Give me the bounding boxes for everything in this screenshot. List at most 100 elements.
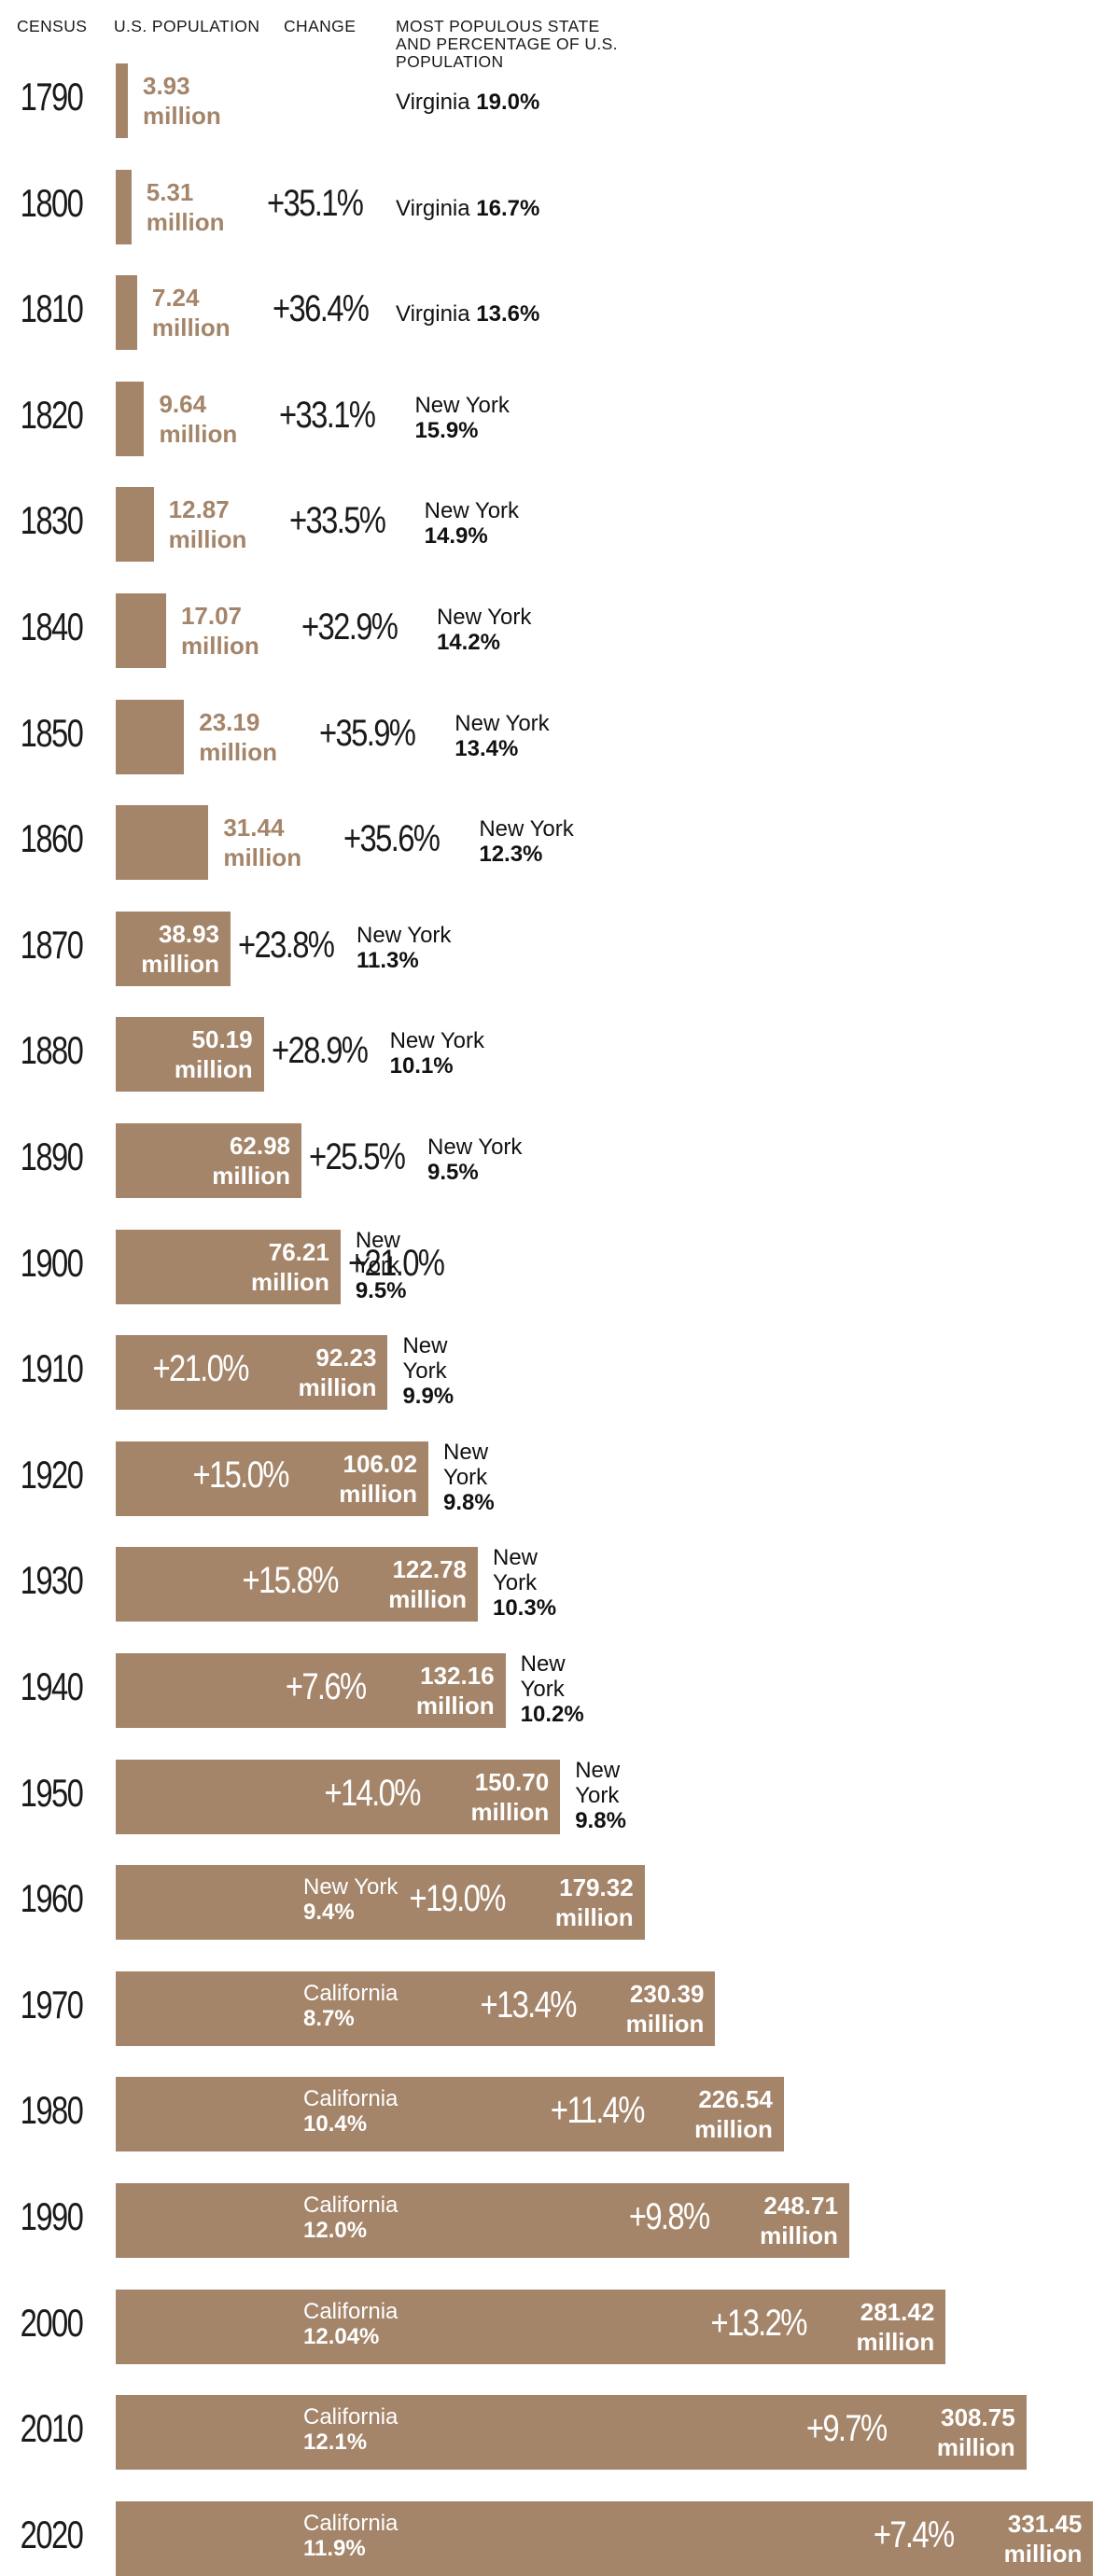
population-value: 38.93 million bbox=[141, 919, 220, 978]
population-bar bbox=[116, 699, 185, 774]
change-label: +7.4% bbox=[873, 2513, 955, 2555]
change-label: +19.0% bbox=[409, 1878, 506, 1920]
state-label: California 12.0% bbox=[303, 2193, 399, 2243]
year-label: 1840 bbox=[20, 605, 84, 648]
population-value: 226.54 million bbox=[694, 2085, 773, 2144]
year-label: 1930 bbox=[20, 1558, 84, 1603]
state-label: New York 10.1% bbox=[389, 1028, 484, 1079]
population-bar bbox=[116, 2077, 784, 2152]
change-label: +14.0% bbox=[324, 1772, 422, 1814]
population-bar bbox=[116, 1017, 264, 1093]
population-value: 179.32 million bbox=[554, 1873, 634, 1932]
population-bar bbox=[116, 1547, 478, 1622]
year-label: 1850 bbox=[20, 710, 84, 755]
state-label: New York 12.3% bbox=[479, 816, 574, 868]
population-value: 62.98 million bbox=[212, 1132, 291, 1190]
change-label: +13.4% bbox=[480, 1984, 577, 2026]
year-label: 1920 bbox=[20, 1452, 84, 1497]
year-label: 1860 bbox=[20, 816, 84, 861]
population-bar bbox=[116, 487, 154, 563]
change-label: +23.8% bbox=[238, 924, 335, 966]
change-label: +35.6% bbox=[343, 818, 441, 860]
population-value: 248.71 million bbox=[760, 2192, 838, 2249]
population-value: 150.70 million bbox=[470, 1767, 550, 1826]
year-label: 1880 bbox=[20, 1028, 84, 1073]
year-label: 1970 bbox=[20, 1982, 84, 2026]
state-label: New York 15.9% bbox=[414, 392, 510, 443]
year-label: 1940 bbox=[20, 1664, 84, 1708]
state-header: MOST POPULOUS STATE AND PERCENTAGE OF U.… bbox=[396, 17, 618, 71]
state-label: New York 14.2% bbox=[436, 605, 532, 655]
population-value: 230.39 million bbox=[625, 1979, 705, 2038]
year-label: 1910 bbox=[20, 1346, 84, 1391]
change-label: +28.9% bbox=[271, 1030, 369, 1072]
population-bar bbox=[116, 275, 137, 351]
state-label: New York 9.8% bbox=[443, 1439, 495, 1515]
population-bar bbox=[116, 1653, 506, 1728]
state-label: California 12.04% bbox=[303, 2298, 399, 2349]
state-label: New York 10.3% bbox=[492, 1545, 557, 1622]
year-label: 1790 bbox=[20, 75, 84, 118]
state-label: New York 13.4% bbox=[455, 710, 550, 761]
change-label: +11.4% bbox=[550, 2090, 646, 2132]
census-header: CENSUS bbox=[17, 17, 88, 35]
population-bar bbox=[116, 805, 209, 881]
population-bar bbox=[116, 2395, 1027, 2471]
state-label: Virginia 13.6% bbox=[396, 301, 540, 327]
population-value: 23.19 million bbox=[199, 707, 278, 766]
state-label: Virginia 16.7% bbox=[396, 195, 540, 221]
change-label: +35.9% bbox=[319, 712, 416, 754]
population-bar bbox=[116, 911, 231, 986]
year-label: 1870 bbox=[20, 922, 84, 967]
population-value: 3.93 million bbox=[143, 72, 221, 130]
population-bar bbox=[116, 2289, 946, 2364]
year-label: 1990 bbox=[20, 2194, 84, 2238]
year-label: 1950 bbox=[20, 1770, 84, 1815]
year-label: 1960 bbox=[20, 1876, 84, 1921]
change-label: +33.1% bbox=[279, 394, 376, 436]
population-bar bbox=[116, 1441, 429, 1516]
population-value: 5.31 million bbox=[146, 177, 225, 236]
change-label: +13.2% bbox=[709, 2302, 807, 2344]
change-header: CHANGE bbox=[284, 17, 357, 35]
change-label: +33.5% bbox=[288, 500, 386, 542]
population-bar bbox=[116, 169, 132, 244]
year-label: 2020 bbox=[20, 2512, 84, 2556]
change-label: +25.5% bbox=[309, 1136, 406, 1177]
population-value: 9.64 million bbox=[159, 389, 238, 448]
state-label: New York 9.4% bbox=[303, 1874, 399, 1926]
change-label: +7.6% bbox=[285, 1666, 367, 1707]
change-label: +32.9% bbox=[301, 606, 399, 647]
year-label: 1900 bbox=[20, 1240, 84, 1285]
state-label: New York 9.5% bbox=[355, 1227, 407, 1303]
change-label: +21.0% bbox=[347, 1242, 445, 1284]
year-label: 1810 bbox=[20, 286, 84, 331]
change-label: +15.0% bbox=[192, 1454, 290, 1496]
population-value: 308.75 million bbox=[936, 2403, 1015, 2462]
population-bar bbox=[116, 2183, 849, 2258]
year-label: 1830 bbox=[20, 498, 84, 543]
population-value: 106.02 million bbox=[339, 1449, 418, 1508]
population-bar bbox=[116, 1759, 561, 1834]
population-bar bbox=[116, 1970, 716, 2046]
population-value: 132.16 million bbox=[415, 1662, 495, 1720]
population-value: 92.23 million bbox=[298, 1344, 377, 1402]
state-label: California 8.7% bbox=[303, 1980, 399, 2031]
population-value: 76.21 million bbox=[251, 1237, 329, 1296]
year-label: 1890 bbox=[20, 1135, 84, 1178]
population-value: 122.78 million bbox=[388, 1555, 467, 1614]
year-label: 1800 bbox=[20, 180, 84, 225]
change-label: +35.1% bbox=[266, 182, 364, 224]
population-bar bbox=[116, 593, 166, 668]
population-bar bbox=[116, 1865, 645, 1941]
state-label: California 12.1% bbox=[303, 2404, 399, 2456]
population-value: 12.87 million bbox=[168, 495, 247, 554]
change-label: +9.8% bbox=[629, 2196, 710, 2237]
population-value: 17.07 million bbox=[180, 602, 259, 660]
population-value: 50.19 million bbox=[174, 1025, 253, 1084]
population-value: 7.24 million bbox=[151, 284, 231, 342]
population-header: U.S. POPULATION bbox=[114, 17, 260, 35]
state-label: New York 14.9% bbox=[424, 498, 520, 550]
population-bar bbox=[116, 63, 128, 138]
